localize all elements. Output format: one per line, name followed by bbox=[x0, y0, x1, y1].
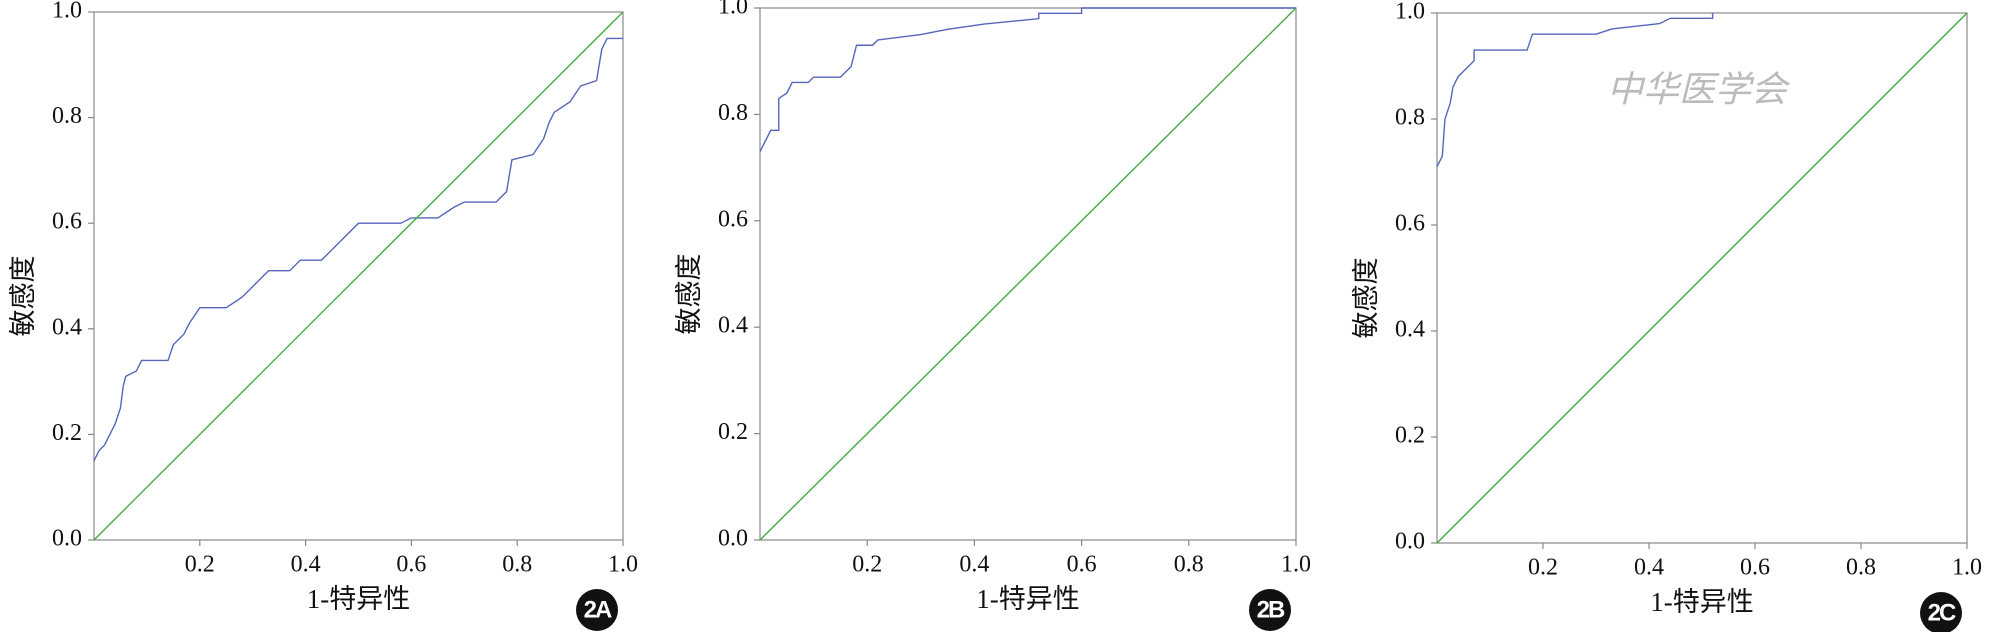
y-tick-label: 0.6 bbox=[718, 206, 748, 232]
panel: 中华医学会 0.0 0.2 0.4 0.6 0.8 1.0 0.2 0.4 0.6 0.8 1.0 1-… bbox=[1351, 0, 1982, 632]
y-tick-label: 0.0 bbox=[52, 526, 82, 552]
y-axis-title: 敏感度 bbox=[8, 256, 38, 337]
panel: 0.0 0.2 0.4 0.6 0.8 1.0 0.2 0.4 0.6 0.8 1.0 1-特异性 敏感… bbox=[8, 0, 638, 631]
roc-line bbox=[93, 11, 624, 541]
y-tick-label: 0.4 bbox=[1395, 317, 1425, 343]
y-tick-label: 0.2 bbox=[1395, 423, 1425, 449]
x-tick-label: 1.0 bbox=[608, 552, 638, 578]
x-tick-label: 1.0 bbox=[1952, 555, 1982, 581]
plot-frame bbox=[1436, 12, 1968, 544]
y-tick-label: 0.0 bbox=[1395, 529, 1425, 555]
y-tick-label: 0.6 bbox=[1395, 211, 1425, 237]
panel-badge bbox=[1249, 589, 1291, 631]
x-tick-label: 0.6 bbox=[1740, 555, 1770, 581]
panel-label: 2C bbox=[1928, 599, 1956, 626]
roc-line bbox=[93, 37, 623, 462]
panel-label: 2A bbox=[584, 596, 612, 623]
y-axis-title: 敏感度 bbox=[674, 254, 704, 335]
y-axis-title: 敏感度 bbox=[1351, 258, 1381, 339]
plot-frame bbox=[759, 7, 1297, 541]
x-axis-title: 1-特异性 bbox=[307, 584, 411, 614]
y-tick-label: 1.0 bbox=[718, 0, 748, 20]
y-tick-label: 0.0 bbox=[718, 526, 748, 552]
y-tick-label: 0.8 bbox=[1395, 105, 1425, 131]
watermark: 中华医学会 bbox=[1607, 69, 1791, 109]
y-tick-label: 0.4 bbox=[718, 313, 748, 339]
x-axis-title: 1-特异性 bbox=[1650, 587, 1754, 617]
y-tick-label: 1.0 bbox=[52, 0, 82, 24]
plot-frame bbox=[93, 11, 624, 541]
x-tick-label: 0.8 bbox=[1846, 555, 1876, 581]
panel-badge bbox=[1920, 592, 1962, 632]
y-tick-label: 0.2 bbox=[52, 420, 82, 446]
y-tick-label: 0.4 bbox=[52, 314, 82, 340]
y-tick-label: 0.2 bbox=[718, 419, 748, 445]
x-tick-label: 0.2 bbox=[852, 552, 882, 578]
roc-line bbox=[1436, 13, 1714, 168]
roc-line bbox=[1436, 12, 1968, 544]
x-tick-label: 0.4 bbox=[959, 552, 989, 578]
panel-badge bbox=[576, 589, 618, 631]
roc-line bbox=[759, 7, 1297, 541]
x-tick-label: 0.8 bbox=[502, 552, 532, 578]
x-tick-label: 1.0 bbox=[1281, 552, 1311, 578]
x-tick-label: 0.2 bbox=[185, 552, 215, 578]
y-tick-label: 0.8 bbox=[718, 100, 748, 126]
y-tick-label: 0.6 bbox=[52, 209, 82, 235]
panel-label: 2B bbox=[1257, 596, 1285, 623]
x-axis-title: 1-特异性 bbox=[976, 584, 1080, 614]
x-tick-label: 0.2 bbox=[1528, 555, 1558, 581]
x-tick-label: 0.8 bbox=[1174, 552, 1204, 578]
x-tick-label: 0.6 bbox=[1067, 552, 1097, 578]
panel: 0.0 0.2 0.4 0.6 0.8 1.0 0.2 0.4 0.6 0.8 1.0 1-特异性 敏感… bbox=[674, 0, 1311, 631]
y-tick-label: 0.8 bbox=[52, 103, 82, 129]
roc-line bbox=[759, 7, 1296, 152]
x-tick-label: 0.4 bbox=[1634, 555, 1664, 581]
x-tick-label: 0.6 bbox=[396, 552, 426, 578]
x-tick-label: 0.4 bbox=[291, 552, 321, 578]
y-tick-label: 1.0 bbox=[1395, 0, 1425, 25]
